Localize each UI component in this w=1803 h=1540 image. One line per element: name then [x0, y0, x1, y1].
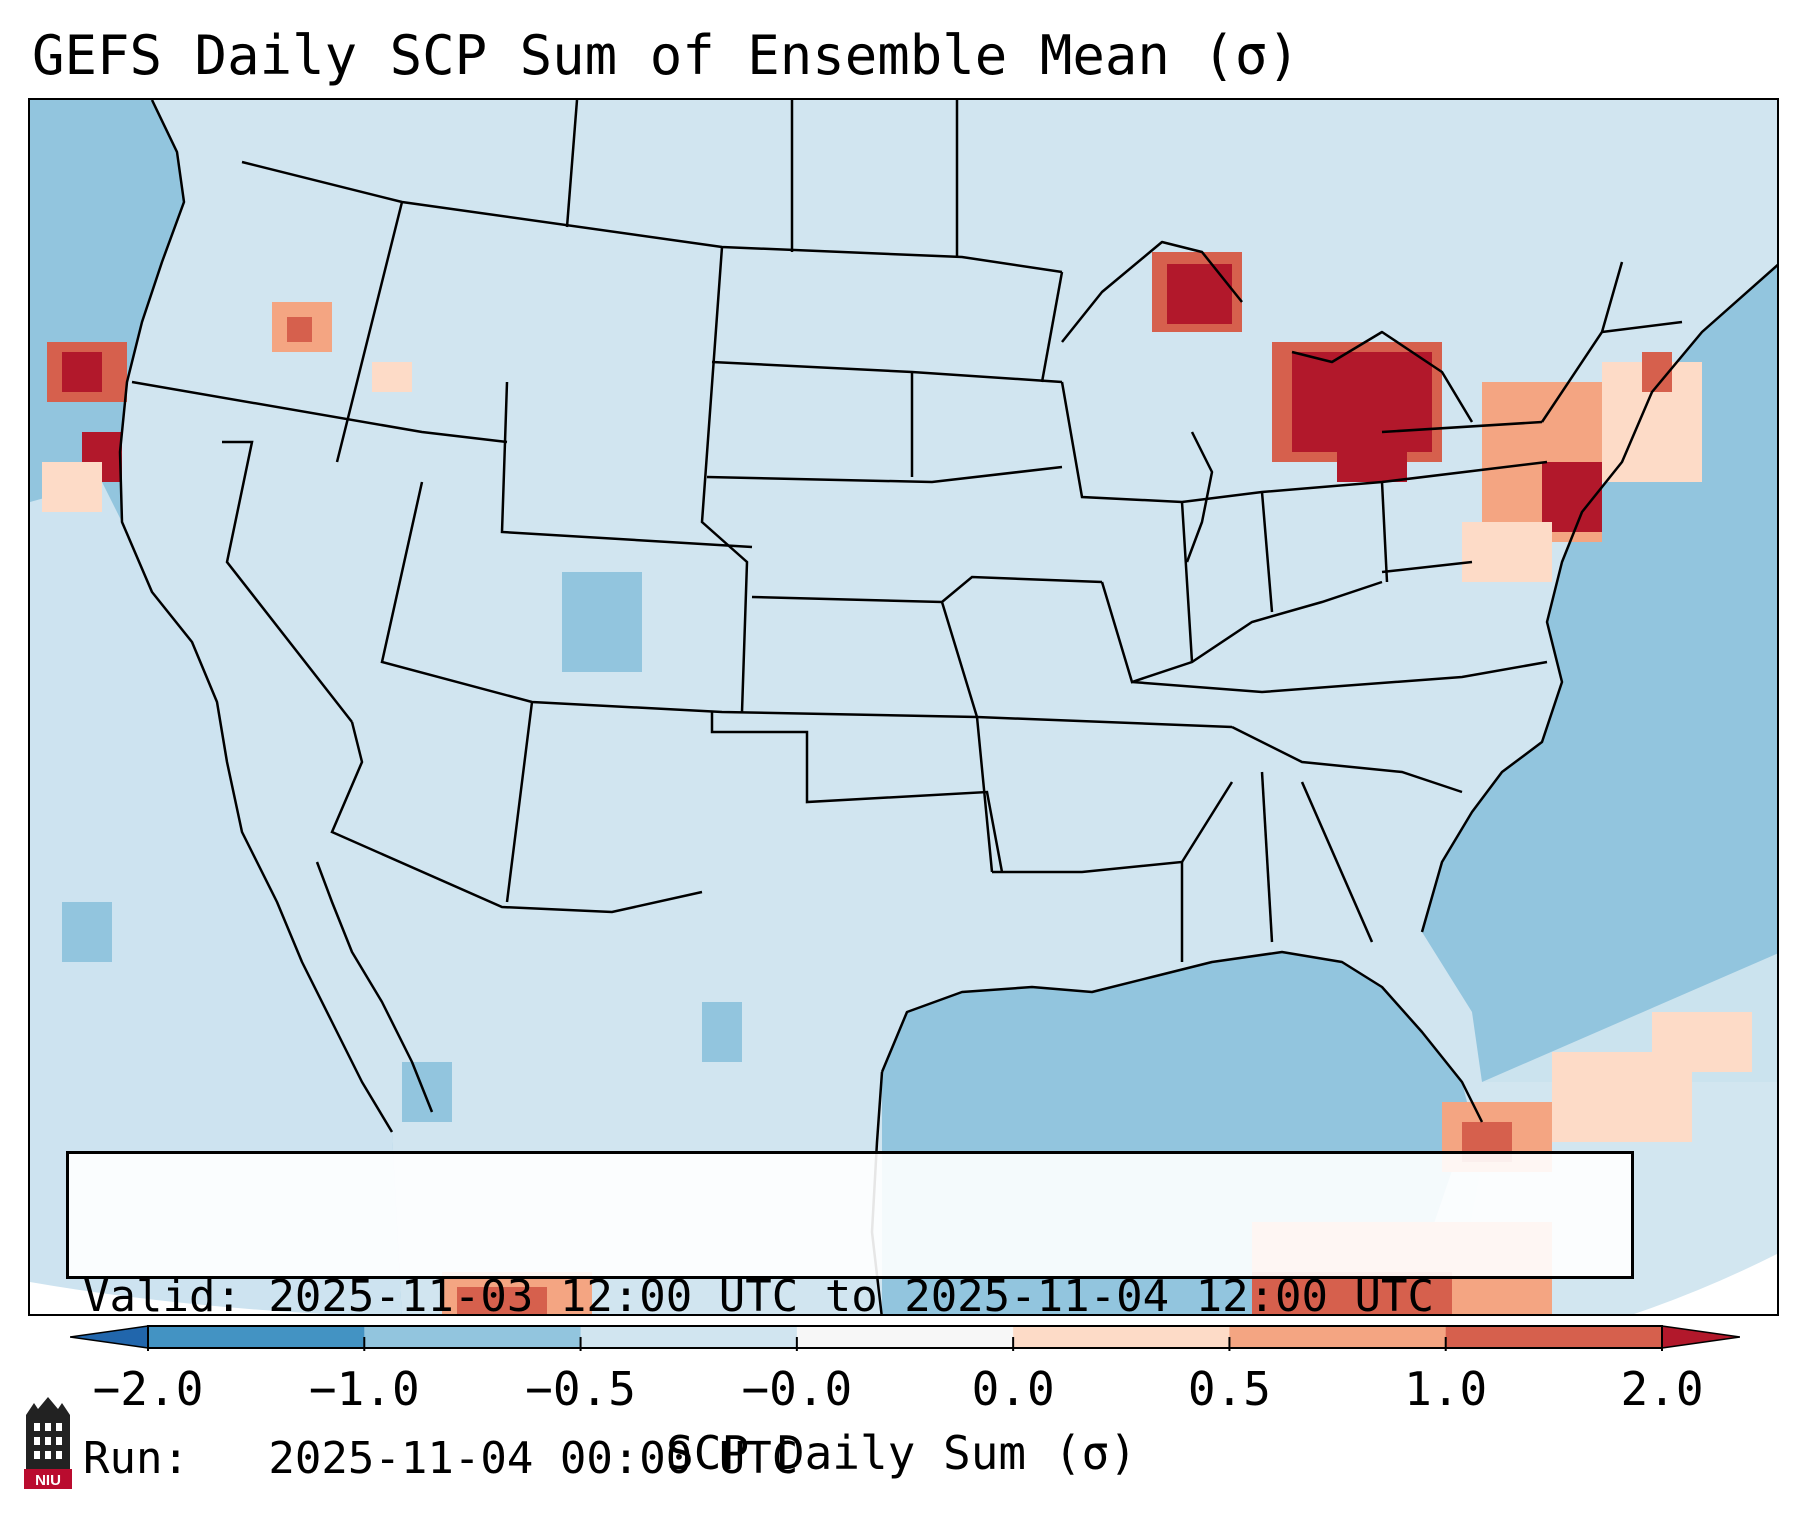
colorbar-tick-label: −0.5	[525, 1362, 636, 1416]
niu-logo: NIU	[24, 1397, 72, 1489]
projection-edge-right	[1634, 1253, 1777, 1314]
map-svg	[30, 100, 1777, 1314]
colorbar-bin	[796, 1326, 1014, 1348]
colorbar-bin	[148, 1326, 365, 1348]
run-line: Run: 2025-11-04 00:00 UTC	[83, 1433, 799, 1484]
map-panel	[28, 98, 1779, 1316]
logo-text: NIU	[35, 1472, 61, 1489]
negative-anomalies	[62, 572, 742, 1122]
colorbar-label: SCP Daily Sum (σ)	[666, 1426, 1137, 1480]
colorbar-bin	[364, 1326, 582, 1348]
coastlines	[118, 100, 1777, 1314]
projection-edge-left	[30, 1282, 325, 1314]
colorbar-tick-label: 1.0	[1404, 1362, 1488, 1416]
colorbar-tick-label: 2.0	[1620, 1362, 1704, 1416]
colorbar-tick-label: 0.5	[1187, 1362, 1271, 1416]
colorbar-extend-high	[1661, 1325, 1740, 1349]
colorbar-tick-label: −0.0	[741, 1362, 853, 1416]
colorbar-extend-low	[70, 1325, 149, 1349]
colorbar-tick-label: 0.0	[971, 1362, 1055, 1416]
valid-line: Valid: 2025-11-03 12:00 UTC to 2025-11-0…	[83, 1271, 1435, 1322]
colorbar-bin	[1445, 1326, 1663, 1348]
colorbar	[70, 1325, 1740, 1351]
colorbar-tick-label: −2.0	[92, 1362, 204, 1416]
colorbar-bin	[1013, 1326, 1230, 1348]
valid-time-box: Valid: 2025-11-03 12:00 UTC to 2025-11-0…	[66, 1151, 1634, 1484]
state-borders	[131, 100, 1683, 962]
chart-title: GEFS Daily SCP Sum of Ensemble Mean (σ)	[32, 24, 1300, 87]
colorbar-bin	[580, 1326, 798, 1348]
colorbar-tick-label: −1.0	[308, 1362, 420, 1416]
pacific-shading	[30, 482, 402, 1314]
colorbar-bin	[1229, 1326, 1447, 1348]
